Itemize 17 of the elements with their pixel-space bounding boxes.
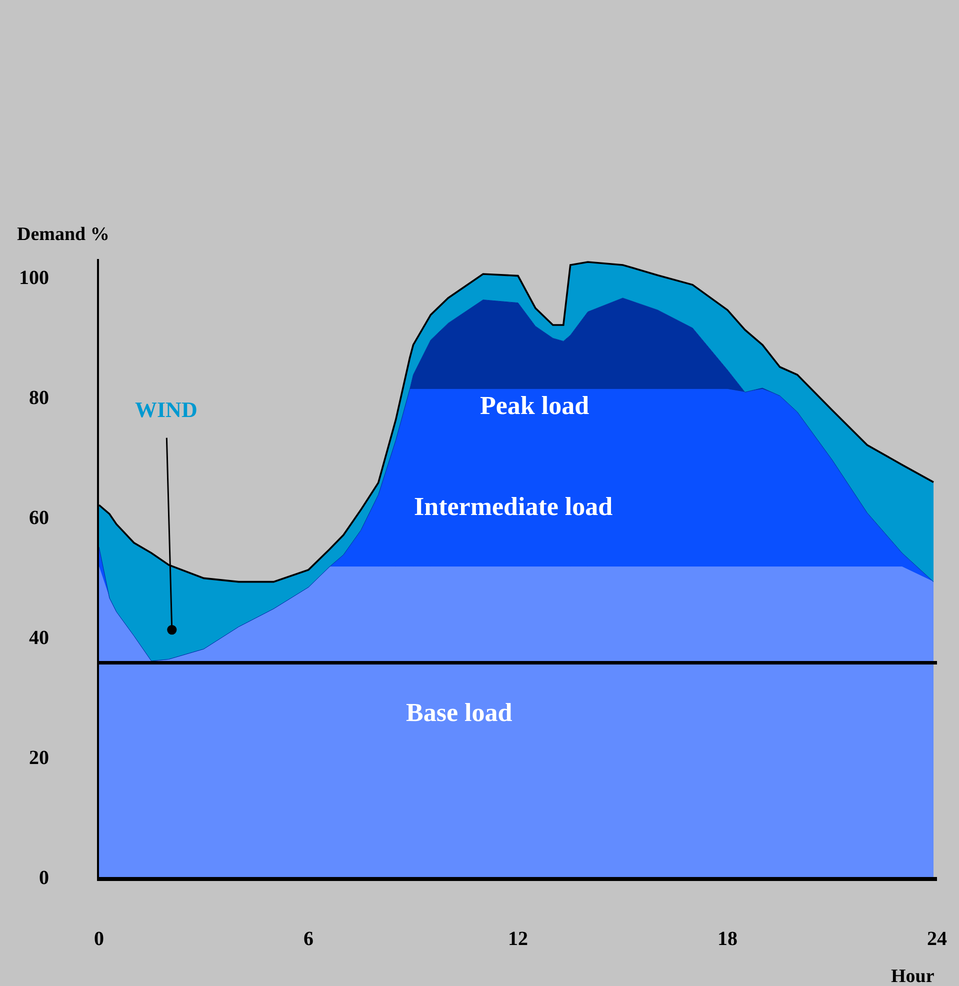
y-tick-label: 80 — [29, 387, 49, 409]
annotation: WIND — [135, 397, 198, 422]
y-tick-label: 100 — [19, 267, 49, 289]
x-axis-title: Hour — [891, 966, 935, 986]
annotation: Peak load — [480, 391, 590, 420]
y-tick-label: 60 — [29, 507, 49, 529]
x-tick-label: 0 — [94, 928, 104, 950]
annotation: Base load — [406, 698, 513, 727]
annotation: Intermediate load — [414, 492, 614, 521]
y-axis-title: Demand % — [17, 224, 110, 245]
x-tick-label: 6 — [304, 928, 314, 950]
x-tick-label: 24 — [927, 928, 947, 950]
x-tick-label: 18 — [718, 928, 738, 950]
y-tick-label: 0 — [39, 867, 49, 889]
y-tick-label: 40 — [29, 627, 49, 649]
x-tick-label: 12 — [508, 928, 528, 950]
y-tick-label: 20 — [29, 747, 49, 769]
